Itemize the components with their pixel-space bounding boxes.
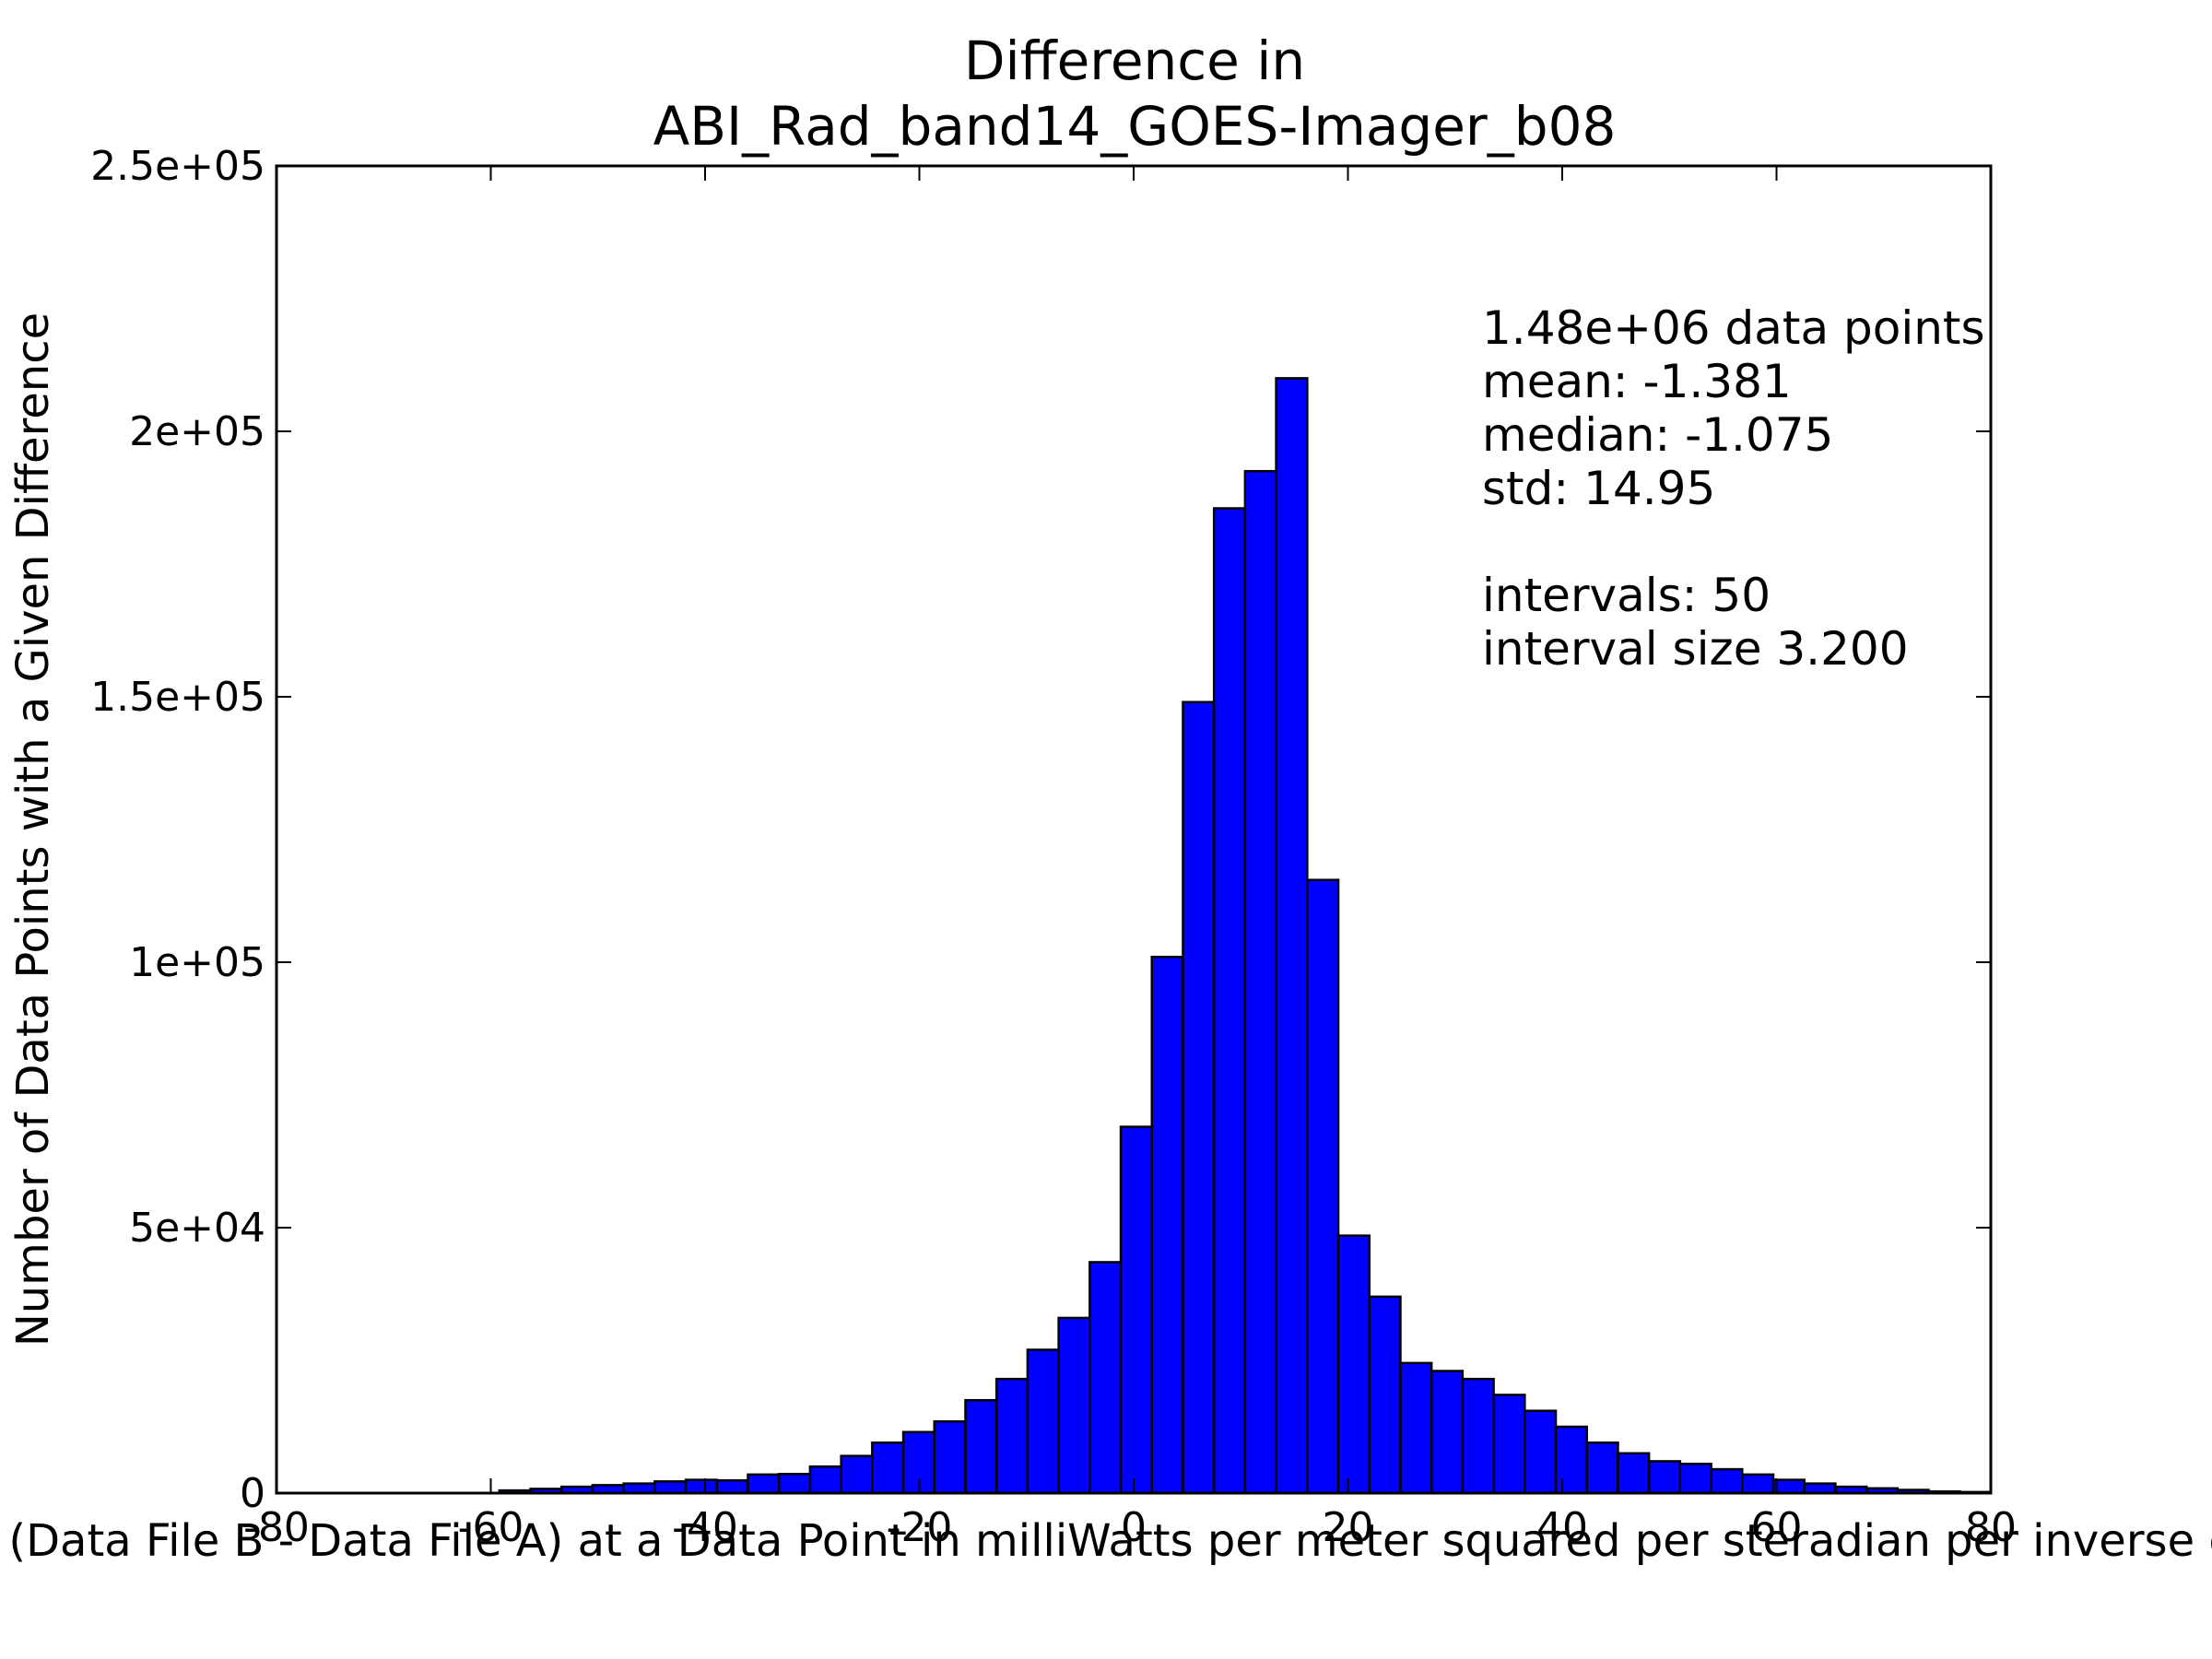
stats-annotation: 1.48e+06 data points mean: -1.381 median… (1482, 301, 1985, 676)
histogram-bar (1430, 1370, 1465, 1495)
histogram-bar (1150, 955, 1184, 1495)
histogram-bar (1336, 1234, 1371, 1495)
histogram-bar (1306, 878, 1340, 1495)
x-tick-label: -20 (887, 1504, 953, 1551)
histogram-bar (1524, 1409, 1558, 1495)
chart-title-line-2: ABI_Rad_band14_GOES-Imager_b08 (653, 95, 1617, 158)
histogram-bar (871, 1441, 905, 1495)
histogram-bar (1399, 1361, 1433, 1495)
histogram-bar (715, 1478, 749, 1495)
histogram-bar (840, 1454, 874, 1495)
histogram-bar (653, 1480, 688, 1495)
histogram-bar (1088, 1261, 1123, 1495)
histogram-bars (498, 377, 1993, 1495)
histogram-bar (994, 1377, 1030, 1495)
stats-line: mean: -1.381 (1482, 355, 1792, 408)
stats-line: median: -1.075 (1482, 408, 1833, 462)
x-tick-label: -80 (243, 1504, 310, 1551)
histogram-bar (1212, 507, 1247, 1495)
stats-line: std: 14.95 (1482, 462, 1715, 515)
histogram-bar (1182, 700, 1216, 1495)
x-tick-label: 60 (1751, 1504, 1803, 1551)
histogram-bar (964, 1398, 998, 1495)
stats-line: 1.48e+06 data points (1482, 301, 1985, 355)
y-tick-label: 5e+04 (129, 1205, 265, 1252)
histogram-bar (1243, 469, 1277, 1495)
histogram-bar (1492, 1394, 1526, 1495)
histogram-bar (1710, 1467, 1744, 1495)
y-tick-label: 0 (240, 1470, 265, 1517)
histogram-bar (1585, 1441, 1619, 1495)
y-tick-label: 2.5e+05 (90, 143, 265, 190)
y-tick-label: 1e+05 (129, 939, 265, 986)
x-tick-label: 20 (1323, 1504, 1374, 1551)
chart-title-line-1: Difference in (964, 29, 1305, 92)
histogram-bar (1647, 1460, 1682, 1495)
histogram-bar (1741, 1473, 1775, 1495)
histogram-bar (1461, 1377, 1495, 1495)
x-axis-ticks: -80 -60 -40 -20 0 20 40 60 80 (243, 166, 2017, 1551)
histogram-bar (1057, 1316, 1091, 1495)
x-tick-label: 0 (1121, 1504, 1147, 1551)
x-axis-label: Value of (Data File B - Data File A) at … (0, 1515, 2212, 1567)
histogram-bar (1119, 1125, 1154, 1495)
histogram-bar (1678, 1463, 1712, 1495)
histogram-bar (1803, 1482, 1837, 1495)
histogram-bar (1275, 377, 1309, 1495)
histogram-bar (622, 1482, 656, 1495)
y-axis-label: Number of Data Points with a Given Diffe… (7, 312, 59, 1347)
x-tick-label: 40 (1536, 1504, 1588, 1551)
y-tick-label: 2e+05 (129, 408, 265, 455)
histogram-bar (1771, 1478, 1806, 1495)
histogram-bar (933, 1419, 967, 1495)
y-axis-ticks: 0 5e+04 1e+05 1.5e+05 2e+05 2.5e+05 (90, 143, 1991, 1517)
histogram-bar (1368, 1295, 1402, 1495)
x-tick-label: -60 (458, 1504, 524, 1551)
histogram-bar (1617, 1452, 1651, 1495)
histogram-bar (747, 1473, 781, 1495)
histogram-bar (1026, 1348, 1060, 1495)
x-tick-label: -40 (672, 1504, 738, 1551)
histogram-bar (1554, 1425, 1588, 1495)
stats-line: interval size 3.200 (1482, 622, 1909, 676)
y-tick-label: 1.5e+05 (90, 674, 265, 721)
x-tick-label: 80 (1965, 1504, 2017, 1551)
histogram-bar (777, 1473, 812, 1495)
histogram-bar (684, 1478, 719, 1495)
stats-line: intervals: 50 (1482, 569, 1771, 622)
histogram-bar (808, 1465, 842, 1495)
